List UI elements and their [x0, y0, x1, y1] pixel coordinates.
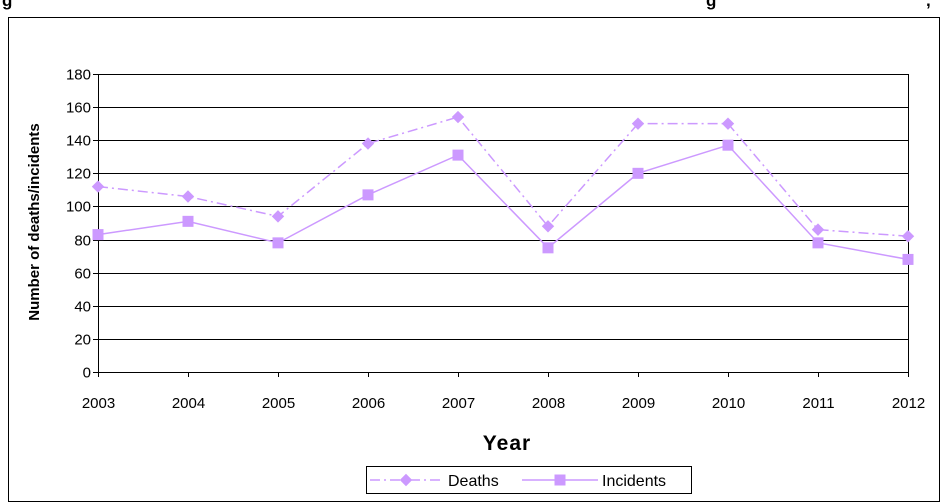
- x-tick-label: 2006: [352, 395, 385, 412]
- y-tick-label: 140: [66, 133, 91, 150]
- y-tick-label: 120: [66, 166, 91, 183]
- chart-frame: [8, 17, 940, 502]
- data-point-incidents: [362, 189, 374, 201]
- y-axis-ticks: 0 20 40 60 80 100 120 140 160 180: [66, 67, 98, 382]
- y-axis-label: Number of deaths/incidents: [26, 123, 43, 321]
- y-tick-label: 20: [74, 332, 91, 349]
- data-point-incidents: [812, 237, 824, 249]
- x-tick-label: 2003: [82, 395, 115, 412]
- y-tick-label: 180: [66, 67, 91, 84]
- y-tick-label: 80: [74, 233, 91, 250]
- data-point-deaths: [361, 137, 375, 150]
- chart-title-fragment-mid: g: [706, 0, 716, 10]
- x-tick-label: 2004: [172, 395, 205, 412]
- data-point-deaths: [271, 210, 285, 223]
- series-incidents: [92, 139, 914, 265]
- x-tick-label: 2012: [892, 395, 925, 412]
- x-tick-label: 2005: [262, 395, 295, 412]
- data-point-deaths: [91, 180, 105, 193]
- data-point-incidents: [92, 229, 104, 241]
- legend: Deaths Incidents: [366, 466, 692, 494]
- series-group: [91, 110, 915, 265]
- series-deaths: [91, 110, 915, 243]
- legend-label-deaths: Deaths: [448, 473, 499, 490]
- y-tick-label: 160: [66, 100, 91, 117]
- series-line-deaths: [97, 116, 909, 237]
- x-axis-ticks: 2003 2004 2005 2006 2007 2008 2009 2010 2011 2012: [82, 372, 925, 412]
- plot-area: [98, 74, 909, 373]
- data-point-deaths: [181, 190, 195, 203]
- gridlines: [98, 74, 908, 373]
- data-point-deaths: [451, 110, 465, 124]
- data-point-incidents: [722, 139, 734, 151]
- legend-label-incidents: Incidents: [602, 473, 666, 490]
- legend-marker-incidents: [554, 474, 566, 486]
- chart-title-fragment-left: g: [2, 0, 12, 10]
- y-tick-label: 60: [74, 266, 91, 283]
- y-tick-label: 100: [66, 199, 91, 216]
- data-point-incidents: [182, 215, 194, 227]
- data-point-deaths: [721, 117, 735, 130]
- y-tick-label: 40: [74, 299, 91, 316]
- x-axis-label: Year: [483, 432, 531, 455]
- data-point-deaths: [811, 223, 825, 236]
- data-point-incidents: [452, 149, 464, 161]
- chart-title-fragment-right: ,: [926, 0, 931, 10]
- legend-marker-deaths: [399, 473, 413, 487]
- data-point-incidents: [542, 242, 554, 254]
- data-point-deaths: [541, 220, 555, 233]
- data-point-incidents: [902, 253, 914, 265]
- data-point-deaths: [631, 117, 645, 130]
- x-tick-label: 2007: [442, 395, 475, 412]
- data-point-incidents: [632, 167, 644, 179]
- x-tick-label: 2011: [802, 395, 834, 412]
- y-tick-label: 0: [83, 365, 91, 382]
- series-line-incidents: [97, 144, 909, 261]
- x-tick-label: 2009: [622, 395, 655, 412]
- data-point-deaths: [901, 230, 915, 243]
- data-point-incidents: [272, 237, 284, 249]
- x-tick-label: 2010: [712, 395, 745, 412]
- x-tick-label: 2008: [532, 395, 565, 412]
